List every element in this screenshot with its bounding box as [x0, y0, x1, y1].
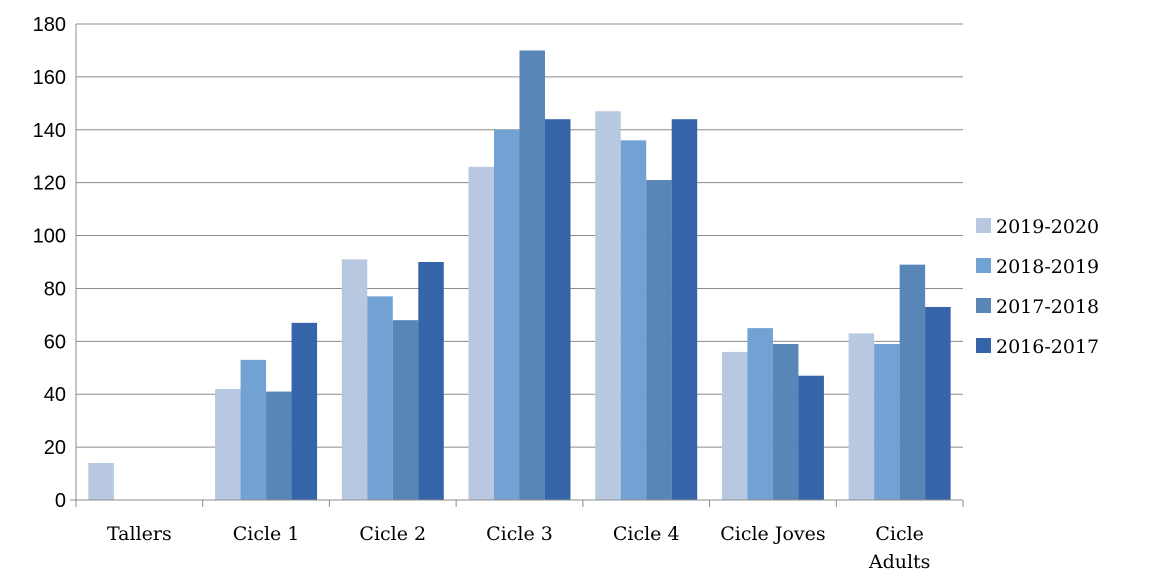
bar — [721, 351, 748, 500]
bar — [519, 50, 545, 500]
bars — [88, 50, 951, 501]
legend-label: 2019-2020 — [996, 216, 1099, 238]
y-tick-label: 20 — [44, 437, 66, 459]
y-tick-label: 180 — [33, 14, 66, 36]
bar — [874, 343, 900, 500]
y-tick-label: 120 — [33, 173, 66, 195]
bar — [494, 129, 520, 500]
bar — [899, 264, 926, 500]
bar — [848, 333, 875, 500]
legend-label: 2018-2019 — [996, 256, 1099, 278]
y-tick-label: 140 — [33, 120, 66, 142]
bar — [772, 343, 799, 500]
bar — [620, 140, 647, 500]
x-tick-label: Cicle 2 — [359, 523, 426, 545]
bar — [747, 328, 773, 500]
legend-label: 2016-2017 — [996, 336, 1099, 358]
y-tick-label: 60 — [44, 331, 66, 353]
bar — [925, 306, 951, 500]
bar — [595, 111, 621, 501]
bar — [545, 119, 571, 500]
bar — [392, 320, 419, 500]
bar — [240, 359, 267, 500]
legend-label: 2017-2018 — [996, 296, 1099, 318]
axes — [70, 24, 964, 507]
y-tick-label: 80 — [44, 278, 66, 300]
x-tick-label: Adults — [868, 551, 931, 573]
bar — [291, 322, 318, 500]
bar — [88, 462, 114, 500]
bar — [798, 375, 824, 500]
bar — [367, 296, 393, 500]
legend-swatch — [976, 298, 991, 313]
y-tick-label: 0 — [55, 490, 66, 512]
legend-swatch — [976, 338, 991, 353]
x-tick-label: Tallers — [107, 523, 172, 545]
bar — [671, 119, 698, 500]
y-tick-label: 160 — [33, 67, 66, 89]
x-tick-label: Cicle — [875, 523, 924, 545]
y-tick-label: 100 — [33, 226, 66, 248]
bar — [266, 391, 292, 500]
bar — [646, 180, 672, 500]
bar — [215, 388, 241, 500]
y-axis-ticks: 0 20 40 60 80 100 120 140 160 180 — [33, 14, 66, 512]
bar — [418, 262, 444, 500]
bar — [468, 166, 494, 501]
x-tick-label: Cicle 4 — [613, 523, 680, 545]
legend: 2019-2020 2018-2019 2017-2018 2016-2017 — [976, 216, 1099, 358]
x-tick-label: Cicle 3 — [486, 523, 553, 545]
bar — [341, 259, 368, 500]
x-axis-ticks: Tallers Cicle 1 Cicle 2 Cicle 3 Cicle 4 Cicle… — [107, 523, 930, 573]
y-tick-label: 40 — [44, 384, 66, 406]
legend-swatch — [976, 218, 991, 233]
x-tick-label: Cicle Joves — [720, 523, 825, 545]
x-tick-label: Cicle 1 — [233, 523, 300, 545]
legend-swatch — [976, 258, 991, 273]
